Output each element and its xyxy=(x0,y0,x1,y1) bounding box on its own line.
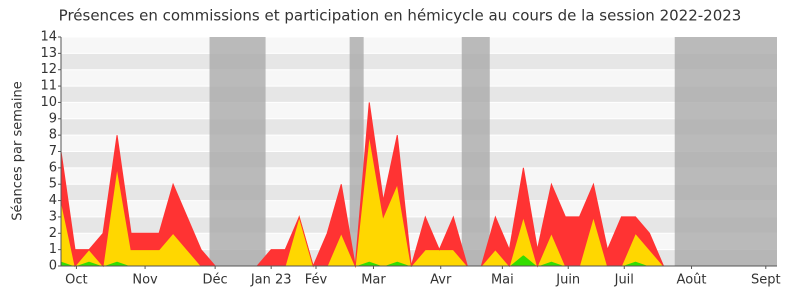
x-tick-label: Mai xyxy=(491,273,514,288)
y-tick-label: 13 xyxy=(40,46,57,61)
grid-band xyxy=(61,69,777,87)
y-tick-label: 3 xyxy=(49,209,57,224)
grid-band xyxy=(61,135,777,152)
shaded-range xyxy=(209,37,266,266)
grid-band xyxy=(61,118,777,136)
x-tick-label: Juil xyxy=(614,273,634,288)
y-tick-label: 8 xyxy=(49,128,57,143)
x-tick-label: Avr xyxy=(430,273,452,288)
x-tick-label: Jan 23 xyxy=(250,273,292,288)
chart-title: Présences en commissions et participatio… xyxy=(59,7,742,25)
y-tick-label: 14 xyxy=(40,30,57,45)
y-tick-label: 5 xyxy=(49,177,57,192)
y-axis-label: Séances par semaine xyxy=(11,81,26,220)
y-tick-label: 10 xyxy=(40,95,57,110)
shaded-range xyxy=(461,37,490,266)
shaded-range xyxy=(674,37,777,266)
y-tick-label: 9 xyxy=(49,111,57,126)
grid-band xyxy=(61,37,777,54)
y-tick-label: 7 xyxy=(49,144,57,159)
y-tick-label: 4 xyxy=(49,193,57,208)
y-tick-label: 6 xyxy=(49,160,57,175)
y-tick-label: 0 xyxy=(49,259,57,274)
x-tick-label: Oct xyxy=(65,273,87,288)
x-tick-label: Nov xyxy=(132,273,158,288)
x-tick-label: Juin xyxy=(555,273,580,288)
grid-band xyxy=(61,184,777,201)
grid-band xyxy=(61,151,777,168)
y-tick-label: 12 xyxy=(40,62,57,77)
y-tick-label: 2 xyxy=(49,226,57,241)
grid-band xyxy=(61,53,777,70)
x-tick-label: Sept xyxy=(751,273,781,288)
grid-band xyxy=(61,102,777,119)
grid-band xyxy=(61,167,777,185)
grid-band xyxy=(61,86,777,103)
x-tick-label: Déc xyxy=(203,273,228,288)
y-tick-label: 11 xyxy=(40,79,57,94)
x-tick-label: Mar xyxy=(361,273,386,288)
y-tick-label: 1 xyxy=(49,242,57,257)
x-tick-label: Août xyxy=(677,273,707,288)
x-tick-label: Fév xyxy=(305,273,328,288)
